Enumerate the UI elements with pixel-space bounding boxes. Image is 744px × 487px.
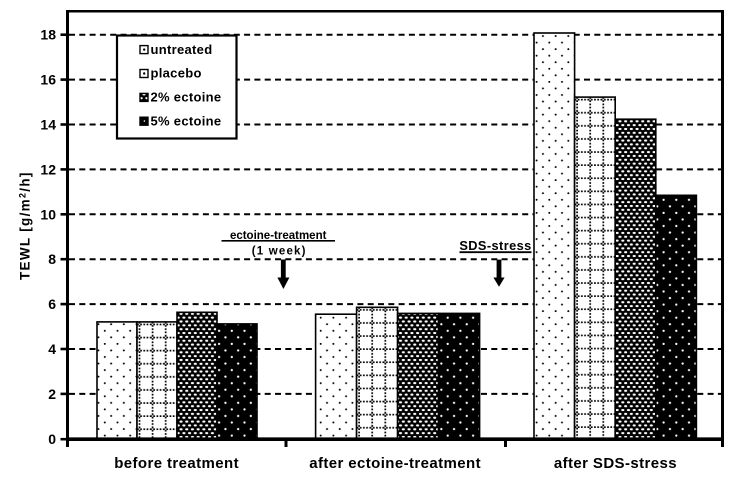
svg-text:4: 4 <box>48 341 56 357</box>
svg-text:14: 14 <box>40 117 56 133</box>
svg-text:(1 week): (1 week) <box>252 246 307 258</box>
svg-text:SDS-stress: SDS-stress <box>459 238 531 253</box>
svg-text:16: 16 <box>40 72 56 88</box>
svg-text:2: 2 <box>48 386 56 402</box>
svg-text:12: 12 <box>40 161 56 177</box>
svg-text:5% ectoine: 5% ectoine <box>151 113 222 128</box>
svg-text:10: 10 <box>40 206 56 222</box>
svg-text:after ectoine-treatment: after ectoine-treatment <box>309 455 481 472</box>
svg-text:8: 8 <box>48 251 56 267</box>
svg-text:untreated: untreated <box>151 42 213 57</box>
svg-text:placebo: placebo <box>151 66 202 81</box>
svg-text:18: 18 <box>40 27 56 43</box>
svg-text:ectoine-treatment: ectoine-treatment <box>230 230 327 242</box>
svg-text:TEWL [g/m2/h]: TEWL [g/m2/h] <box>18 171 33 280</box>
svg-text:after SDS-stress: after SDS-stress <box>554 455 677 472</box>
svg-text:2% ectoine: 2% ectoine <box>151 90 222 105</box>
svg-text:before treatment: before treatment <box>114 455 239 472</box>
svg-text:0: 0 <box>48 431 56 447</box>
svg-text:6: 6 <box>48 296 56 312</box>
